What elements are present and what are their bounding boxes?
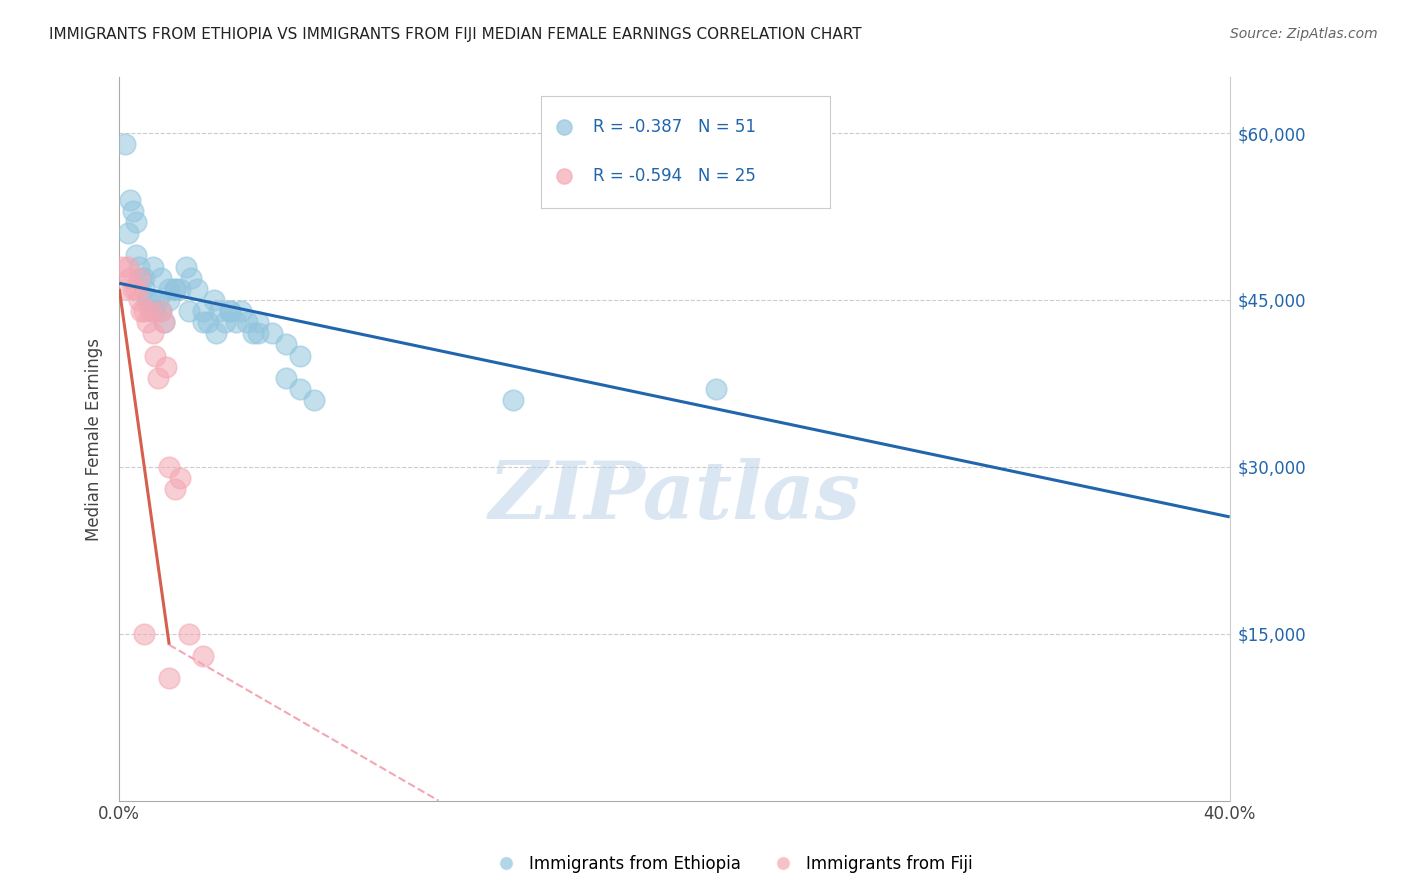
Point bbox=[149, 304, 172, 318]
Point bbox=[169, 282, 191, 296]
Point bbox=[163, 482, 186, 496]
Point bbox=[502, 393, 524, 408]
Point bbox=[136, 315, 159, 329]
Point bbox=[202, 293, 225, 307]
Point bbox=[225, 315, 247, 329]
Point bbox=[186, 282, 208, 296]
Point bbox=[191, 315, 214, 329]
Point bbox=[247, 315, 270, 329]
Point bbox=[131, 304, 153, 318]
Point bbox=[139, 304, 162, 318]
Point bbox=[149, 270, 172, 285]
Point bbox=[180, 270, 202, 285]
Point bbox=[163, 282, 186, 296]
Point bbox=[143, 304, 166, 318]
Point bbox=[125, 248, 148, 262]
Point bbox=[157, 293, 180, 307]
Point bbox=[142, 326, 165, 341]
Point bbox=[205, 326, 228, 341]
Point bbox=[114, 282, 136, 296]
Point bbox=[219, 304, 242, 318]
Point bbox=[117, 260, 139, 274]
Point bbox=[242, 326, 264, 341]
Point bbox=[142, 260, 165, 274]
Point bbox=[157, 671, 180, 685]
Point bbox=[128, 270, 150, 285]
Point bbox=[125, 282, 148, 296]
Point bbox=[260, 326, 283, 341]
Point bbox=[143, 349, 166, 363]
Point bbox=[191, 304, 214, 318]
Point bbox=[146, 293, 169, 307]
Point bbox=[704, 382, 727, 396]
Point bbox=[208, 304, 231, 318]
Point bbox=[177, 304, 200, 318]
Point bbox=[302, 393, 325, 408]
Point bbox=[214, 315, 236, 329]
Text: ZIPatlas: ZIPatlas bbox=[488, 458, 860, 535]
Point bbox=[288, 382, 311, 396]
Point bbox=[139, 293, 162, 307]
Point bbox=[288, 349, 311, 363]
Point bbox=[122, 282, 145, 296]
Point bbox=[155, 359, 177, 374]
Point bbox=[134, 270, 156, 285]
Point bbox=[142, 304, 165, 318]
Point bbox=[136, 293, 159, 307]
Point bbox=[117, 226, 139, 240]
Point bbox=[169, 471, 191, 485]
Text: IMMIGRANTS FROM ETHIOPIA VS IMMIGRANTS FROM FIJI MEDIAN FEMALE EARNINGS CORRELAT: IMMIGRANTS FROM ETHIOPIA VS IMMIGRANTS F… bbox=[49, 27, 862, 42]
Point bbox=[131, 270, 153, 285]
Point bbox=[128, 293, 150, 307]
Text: Source: ZipAtlas.com: Source: ZipAtlas.com bbox=[1230, 27, 1378, 41]
Point bbox=[125, 215, 148, 229]
Legend: Immigrants from Ethiopia, Immigrants from Fiji: Immigrants from Ethiopia, Immigrants fro… bbox=[482, 848, 980, 880]
Point bbox=[152, 315, 174, 329]
Point bbox=[231, 304, 253, 318]
Point bbox=[149, 304, 172, 318]
Point bbox=[152, 315, 174, 329]
Point bbox=[174, 260, 197, 274]
Point bbox=[120, 270, 142, 285]
Point bbox=[247, 326, 270, 341]
Point bbox=[111, 260, 134, 274]
Point bbox=[274, 337, 297, 351]
Point bbox=[128, 260, 150, 274]
Point bbox=[146, 371, 169, 385]
Y-axis label: Median Female Earnings: Median Female Earnings bbox=[86, 337, 103, 541]
Point bbox=[120, 193, 142, 207]
Point bbox=[191, 648, 214, 663]
Point bbox=[122, 203, 145, 218]
Point bbox=[177, 626, 200, 640]
Point bbox=[157, 459, 180, 474]
Point bbox=[236, 315, 259, 329]
Point bbox=[197, 315, 219, 329]
Point bbox=[219, 304, 242, 318]
Point bbox=[134, 626, 156, 640]
Point bbox=[157, 282, 180, 296]
Point bbox=[134, 282, 156, 296]
Point bbox=[114, 137, 136, 152]
Point bbox=[274, 371, 297, 385]
Point bbox=[134, 304, 156, 318]
Point bbox=[163, 282, 186, 296]
